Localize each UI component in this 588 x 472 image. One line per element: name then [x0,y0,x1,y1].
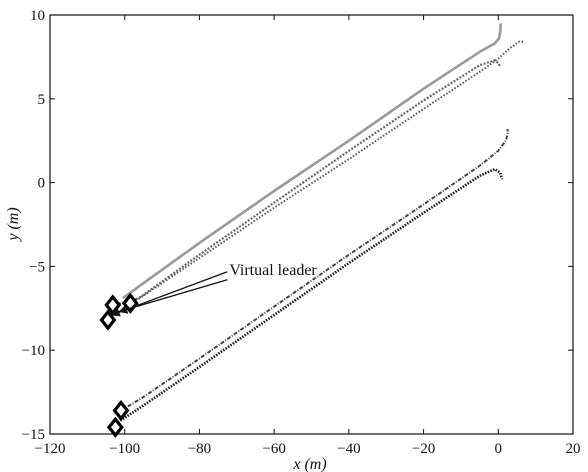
plot-area [49,14,574,435]
annotation-label: Virtual leader [229,262,317,279]
annotation-arrow-2 [118,279,228,314]
x-tick-label: 0 [495,441,503,457]
x-axis-label: x (m) [292,456,326,472]
x-tick-label: −120 [35,441,66,457]
y-axis-label: y (m) [5,207,22,242]
trajectory-series-2 [129,59,501,305]
x-tick-label: −80 [188,441,211,457]
y-tick-label: −15 [22,427,45,443]
trajectory-series-1 [122,23,502,300]
diamond-marker [106,416,124,438]
x-tick-label: −60 [262,441,285,457]
trajectory-series-4 [120,129,509,412]
x-tick-label: −20 [412,441,435,457]
diamond-marker [99,309,117,331]
x-tick-label: 20 [566,441,581,457]
x-tick-label: −100 [109,441,140,457]
y-tick-label: −5 [29,259,45,275]
y-tick-label: 5 [38,92,46,108]
y-tick-label: 0 [38,176,46,192]
y-tick-label: 10 [30,8,45,24]
diamond-marker [112,399,130,422]
x-tick-label: −40 [337,441,360,457]
trajectory-series-5 [114,167,504,425]
y-tick-label: −10 [22,343,45,359]
